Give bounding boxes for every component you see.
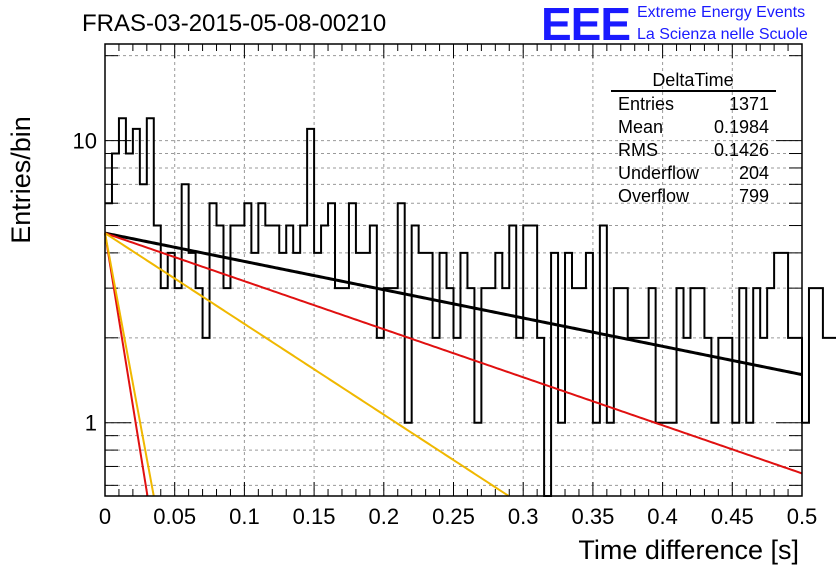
x-tick-label: 0.1 [229,504,260,529]
fit-line-2 [104,232,803,475]
stats-label: RMS [618,140,658,160]
stats-label: Entries [618,94,674,114]
logo-line-2: La Scienza nelle Scuole [637,26,808,43]
histogram-outline [105,117,836,497]
x-tick-label: 0.3 [508,504,539,529]
stats-value: 0.1426 [714,140,769,160]
fit-line-1 [104,231,803,377]
x-tick-label: 0.05 [153,504,196,529]
y-axis-title: Entries/bin [6,116,36,244]
x-tick-label: 0.25 [432,504,475,529]
histogram [105,117,836,497]
x-tick-label: 0.4 [647,504,678,529]
stats-value: 1371 [729,94,769,114]
y-tick-label: 1 [85,411,97,436]
fit-lines [104,231,803,497]
x-tick-label: 0.15 [293,504,336,529]
logo-acronym: EEE [541,0,630,50]
plot-frame [104,43,803,497]
fit-line-4 [104,232,149,497]
stats-label: Underflow [618,163,700,183]
y-tick-label: 10 [73,129,97,154]
eee-logo: EEE Extreme Energy Events La Scienza nel… [541,0,808,50]
tick-labels: 0 0.05 0.1 0.15 0.2 0.25 0.3 0.35 0.4 0.45 0.5 1 10 [73,129,818,529]
stats-value: 799 [739,186,769,206]
logo-line-1: Extreme Energy Events [637,4,805,21]
x-axis-title: Time difference [s] [578,535,799,565]
stats-title: DeltaTime [652,70,733,90]
fit-line-5 [104,232,155,497]
stats-value: 204 [739,163,769,183]
x-tick-label: 0 [99,504,111,529]
run-title: FRAS-03-2015-05-08-00210 [82,10,386,37]
stats-label: Mean [618,117,663,137]
stats-box: DeltaTime Entries 1371 Mean 0.1984 RMS 0.1426… [611,70,776,206]
x-tick-label: 0.5 [787,504,818,529]
axis-ticks [104,44,803,496]
stats-value: 0.1984 [714,117,769,137]
x-tick-label: 0.35 [571,504,614,529]
x-tick-label: 0.45 [711,504,754,529]
x-tick-label: 0.2 [369,504,400,529]
fit-line-3 [104,232,510,497]
stats-label: Overflow [618,186,690,206]
